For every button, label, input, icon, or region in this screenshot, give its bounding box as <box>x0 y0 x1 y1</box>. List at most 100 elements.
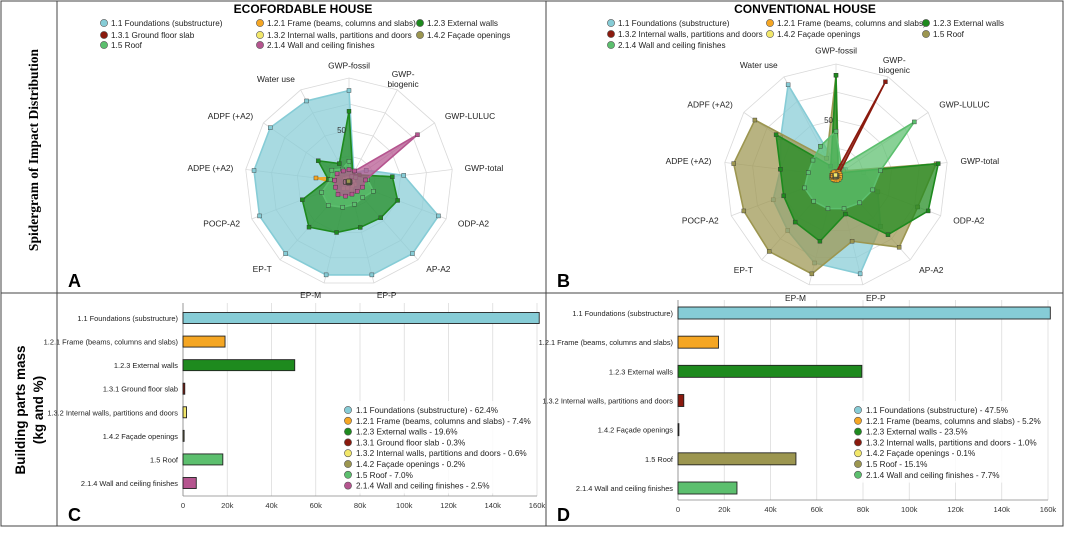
data-point-finishes <box>363 177 368 183</box>
data-point-roof <box>833 128 839 134</box>
legend-marker <box>344 470 352 479</box>
legend-marker <box>100 41 108 49</box>
data-point-frame <box>313 175 319 181</box>
legend-marker <box>766 19 774 27</box>
tick-label: 160k <box>529 501 546 510</box>
ring-label: 0 <box>343 178 348 187</box>
axis-label: ADPE (+A2) <box>666 156 712 166</box>
bar-roof <box>182 453 224 466</box>
axis-label: GWP- <box>883 55 906 65</box>
legend-marker <box>607 19 615 27</box>
row-label-spidergram: Spidergram of Impact Distribution <box>26 48 41 251</box>
bar-int_walls <box>182 406 187 419</box>
bar-ext_walls <box>677 364 863 378</box>
axis-label: GWP- <box>392 69 415 79</box>
axis-label: GWP-fossil <box>815 46 857 56</box>
data-point-foundations <box>304 98 309 104</box>
bar-chart-conventional: 0 20k 40k 60k 80k 100k 120k 140k 160k 1.1 Foundat… <box>539 300 1056 514</box>
data-point-ext_walls <box>378 215 383 221</box>
data-point-foundations <box>369 272 375 278</box>
legend-entry: 1.1 Foundations (substructure) - 62.4% <box>356 406 498 415</box>
data-point-foundations <box>785 82 791 87</box>
legend-marker <box>607 41 615 49</box>
bar-facade <box>182 429 185 442</box>
bar-foundations <box>182 312 540 324</box>
legend-entry: 1.3.2 Internal walls, partitions and doo… <box>618 30 763 39</box>
legend-entry: 1.2.1 Frame (beams, columns and slabs) -… <box>356 417 531 426</box>
data-point-roof <box>806 170 811 175</box>
legend-marker <box>607 30 615 38</box>
tick-label: 120k <box>440 501 457 510</box>
data-point-roof <box>810 157 816 163</box>
data-point-roof <box>326 203 331 208</box>
category-label: 1.2.1 Frame (beams, columns and slabs) <box>44 338 178 347</box>
data-point-roof <box>870 187 875 193</box>
tick-label: 40k <box>764 505 776 514</box>
axis-label: EP-T <box>253 264 272 274</box>
bar-floor_slab <box>677 394 685 407</box>
category-label: 1.1 Foundations (substructure) <box>572 309 673 318</box>
legend-entry: 1.3.2 Internal walls, partitions and doo… <box>267 31 412 40</box>
bar-foundations <box>677 306 1051 320</box>
data-point-finishes <box>343 193 348 199</box>
axis-label: AP-A2 <box>426 264 451 274</box>
data-point-facade <box>731 161 736 166</box>
legend-entry: 2.1.4 Wall and ceiling finishes <box>267 41 375 50</box>
data-point-ext_walls <box>778 167 783 172</box>
legend-marker <box>416 31 424 39</box>
legend-entry: 1.1 Foundations (substructure) - 47.5% <box>866 406 1008 415</box>
axis-label: ODP-A2 <box>458 218 490 228</box>
data-point-ext_walls <box>792 219 798 225</box>
legend-marker <box>100 19 108 27</box>
legend-marker <box>256 19 264 27</box>
legend-entry: 1.5 Roof <box>933 30 965 39</box>
legend-marker <box>922 19 930 27</box>
axis-label: EP-M <box>300 290 321 300</box>
tick-label: 100k <box>396 501 413 510</box>
grid-spoke <box>348 89 398 183</box>
legend-marker <box>344 427 352 436</box>
data-point-ext_walls <box>833 72 839 78</box>
bar-frame <box>182 335 226 348</box>
axis-label: biogenic <box>388 79 419 89</box>
axis-label: ODP-A2 <box>953 215 985 225</box>
data-point-roof <box>912 119 917 125</box>
data-point-finishes <box>346 167 352 172</box>
data-point-ext_walls <box>843 211 848 217</box>
data-point-facade <box>752 117 758 123</box>
category-label: 2.1.4 Wall and ceiling finishes <box>576 484 673 493</box>
data-point-finishes <box>352 168 357 174</box>
data-point-ext_walls <box>346 109 352 114</box>
axis-label: EP-P <box>866 293 886 303</box>
tick-label: 120k <box>947 505 964 514</box>
legend-entry: 1.5 Roof - 15.1% <box>866 460 927 469</box>
data-point-int_walls <box>833 172 838 178</box>
axis-label: POCP-A2 <box>203 218 240 228</box>
category-label: 1.3.1 Ground floor slab <box>103 385 178 394</box>
legend-entry: 1.4.2 Façade openings - 0.2% <box>356 460 465 469</box>
tick-label: 80k <box>354 501 366 510</box>
category-label: 1.5 Roof <box>645 455 674 464</box>
data-point-roof <box>811 198 816 204</box>
category-label: 1.3.2 Internal walls, partitions and doo… <box>542 397 673 406</box>
data-point-roof <box>352 202 357 207</box>
data-point-facade <box>346 178 351 184</box>
data-point-finishes <box>334 171 340 176</box>
legend-entry: 1.2.3 External walls - 19.6% <box>356 428 457 437</box>
tick-label: 20k <box>718 505 730 514</box>
tick-label: 40k <box>265 501 277 510</box>
category-label: 1.1 Foundations (substructure) <box>77 314 178 323</box>
legend-entry: 1.1 Foundations (substructure) <box>111 19 223 28</box>
data-point-foundations <box>346 88 352 93</box>
tick-label: 60k <box>310 501 322 510</box>
data-point-finishes <box>355 189 360 194</box>
tick-label: 100k <box>901 505 918 514</box>
data-point-foundations <box>251 168 257 173</box>
bar-facade <box>677 452 797 466</box>
tick-label: 60k <box>811 505 823 514</box>
data-point-ext_walls <box>395 198 400 203</box>
legend-entry: 1.2.3 External walls <box>933 19 1004 28</box>
legend-marker <box>854 449 862 458</box>
chart-title: ECOFORDABLE HOUSE <box>234 2 373 16</box>
